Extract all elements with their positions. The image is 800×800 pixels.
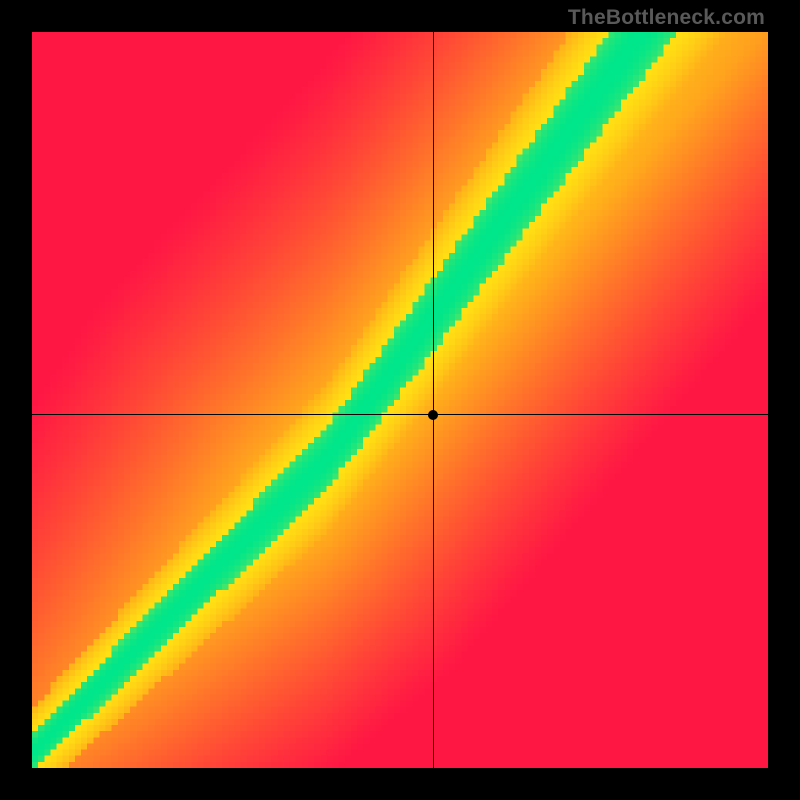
heatmap-plot — [32, 32, 768, 768]
watermark-text: TheBottleneck.com — [568, 6, 765, 30]
outer-frame: TheBottleneck.com — [0, 0, 800, 800]
crosshair-vertical — [433, 32, 434, 768]
crosshair-horizontal — [32, 414, 768, 415]
heatmap-canvas — [32, 32, 768, 768]
marker-dot — [428, 410, 438, 420]
